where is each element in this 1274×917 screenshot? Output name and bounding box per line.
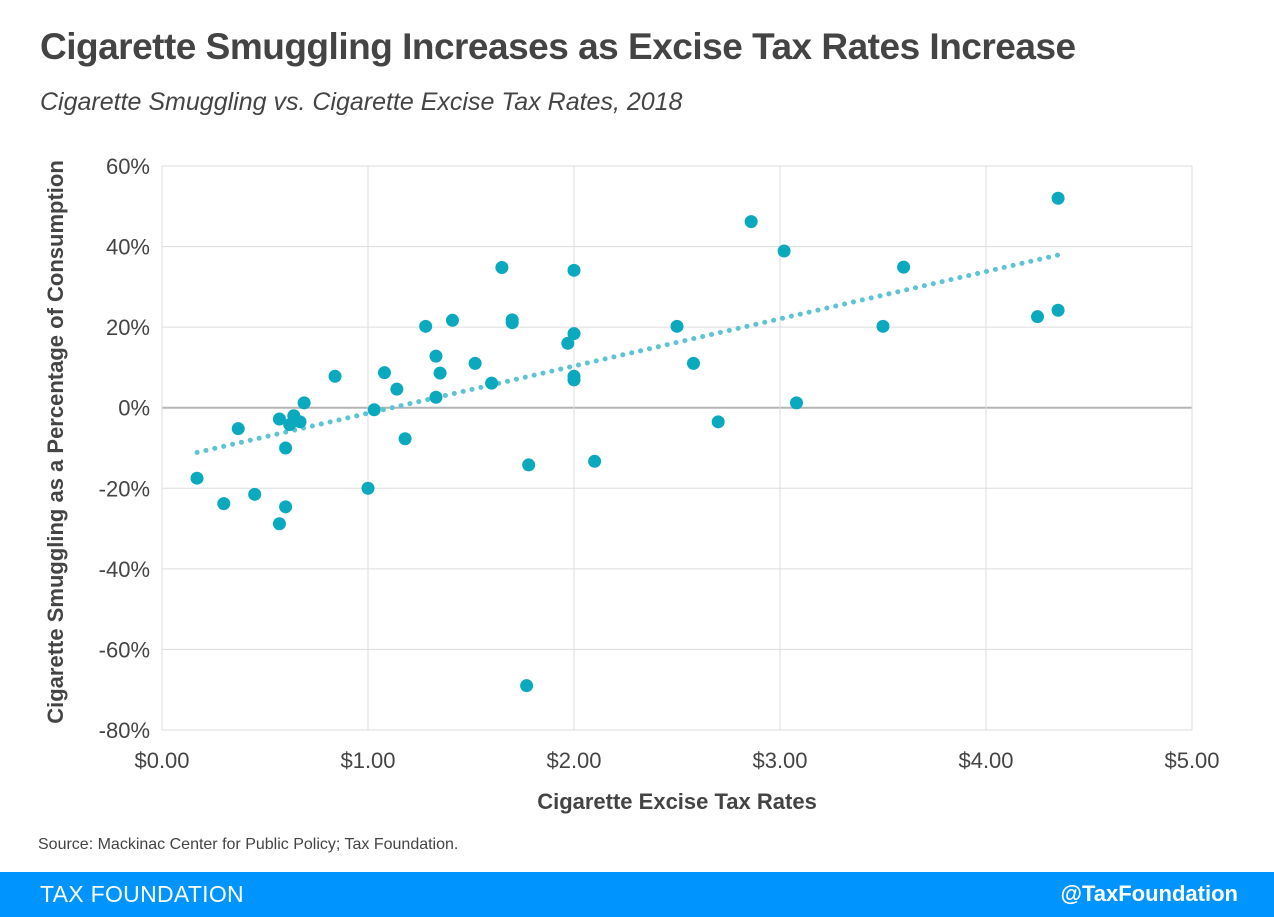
data-point[interactable]: [567, 373, 581, 387]
data-points: [190, 191, 1065, 693]
data-point[interactable]: [495, 261, 509, 275]
data-point[interactable]: [789, 396, 803, 410]
data-point[interactable]: [744, 215, 758, 229]
y-tick-label: -20%: [99, 476, 150, 501]
x-tick-label: $2.00: [546, 748, 601, 773]
data-point[interactable]: [272, 412, 286, 426]
x-tick-label: $1.00: [340, 748, 395, 773]
y-tick-label: 20%: [106, 315, 150, 340]
data-point[interactable]: [686, 356, 700, 370]
footer-handle[interactable]: @TaxFoundation: [1060, 881, 1238, 906]
data-point[interactable]: [1031, 310, 1044, 324]
data-point[interactable]: [248, 487, 262, 501]
data-point[interactable]: [522, 458, 536, 472]
y-tick-label: -60%: [99, 637, 150, 662]
chart-title: Cigarette Smuggling Increases as Excise …: [40, 26, 1076, 67]
data-point[interactable]: [272, 517, 286, 531]
y-axis-ticks: 60% 40% 20% 0% -20% -40% -60% -80%: [99, 154, 150, 743]
data-point[interactable]: [777, 244, 791, 258]
data-point[interactable]: [361, 481, 375, 495]
x-tick-label: $5.00: [1164, 748, 1219, 773]
source-note: Source: Mackinac Center for Public Polic…: [38, 836, 459, 853]
data-point[interactable]: [377, 366, 391, 380]
x-tick-label: $4.00: [958, 748, 1013, 773]
grid-lines: [161, 165, 1193, 731]
data-point[interactable]: [1051, 303, 1065, 317]
data-point[interactable]: [293, 415, 307, 429]
data-point[interactable]: [897, 260, 911, 274]
data-point[interactable]: [398, 432, 412, 446]
data-point[interactable]: [429, 349, 443, 363]
data-point[interactable]: [711, 415, 725, 429]
footer-brand: TAX FOUNDATION: [40, 881, 244, 907]
data-point[interactable]: [520, 679, 534, 693]
data-point[interactable]: [190, 471, 204, 485]
data-point[interactable]: [279, 500, 293, 514]
data-point[interactable]: [445, 313, 459, 327]
data-point[interactable]: [279, 441, 293, 455]
chart-subtitle: Cigarette Smuggling vs. Cigarette Excise…: [40, 88, 683, 116]
data-point[interactable]: [588, 454, 602, 468]
data-point[interactable]: [390, 382, 404, 396]
data-point[interactable]: [328, 369, 342, 383]
data-point[interactable]: [1051, 191, 1065, 205]
data-point[interactable]: [429, 390, 443, 404]
data-point[interactable]: [217, 497, 231, 511]
data-point[interactable]: [468, 356, 482, 370]
y-tick-label: 40%: [106, 235, 150, 260]
y-tick-label: 60%: [106, 154, 150, 179]
data-point[interactable]: [505, 316, 519, 330]
trendline: [194, 252, 1061, 455]
y-tick-label: -80%: [99, 718, 150, 743]
data-point[interactable]: [419, 319, 433, 333]
data-point[interactable]: [567, 327, 581, 341]
y-tick-label: -40%: [99, 557, 150, 582]
data-point[interactable]: [876, 319, 890, 333]
data-point[interactable]: [433, 366, 447, 380]
x-tick-label: $0.00: [134, 748, 189, 773]
scatter-plot: 60% 40% 20% 0% -20% -40% -60% -80% $0.00 $1.00 $2…: [43, 154, 1220, 814]
data-point[interactable]: [567, 263, 581, 277]
x-axis-ticks: $0.00 $1.00 $2.00 $3.00 $4.00 $5.00: [134, 748, 1219, 773]
trendline-layer: [194, 252, 1061, 455]
footer-bar: TAX FOUNDATION @TaxFoundation: [0, 872, 1274, 917]
y-tick-label: 0%: [118, 396, 150, 421]
data-point[interactable]: [670, 319, 684, 333]
x-tick-label: $3.00: [752, 748, 807, 773]
data-point[interactable]: [231, 422, 245, 436]
y-axis-title: Cigarette Smuggling as a Percentage of C…: [43, 160, 68, 724]
data-point[interactable]: [561, 336, 575, 350]
data-point[interactable]: [367, 403, 381, 417]
chart-area: 60% 40% 20% 0% -20% -40% -60% -80% $0.00 $1.00 $2…: [0, 140, 1274, 830]
data-point[interactable]: [297, 396, 311, 410]
x-axis-title: Cigarette Excise Tax Rates: [537, 789, 817, 814]
data-point[interactable]: [485, 376, 499, 390]
